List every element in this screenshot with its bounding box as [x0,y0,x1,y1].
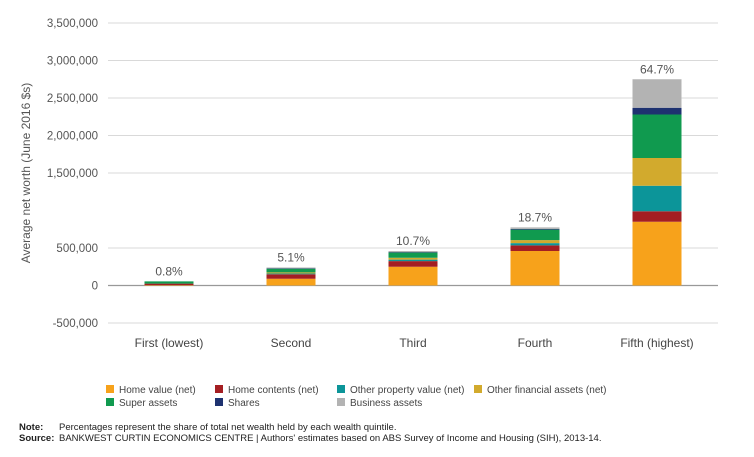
x-category-label: First (lowest) [135,336,204,350]
bar-segment [632,114,682,158]
share-label: 10.7% [396,234,430,248]
legend-label: Business assets [350,398,422,409]
legend-swatch [337,398,345,406]
x-category-label: Second [271,336,312,350]
bar-segment [510,227,560,229]
bar-segment [632,107,682,115]
x-category-label: Fifth (highest) [620,336,693,350]
bar-segment [266,272,316,274]
legend-label: Shares [228,398,260,409]
share-label: 0.8% [155,264,183,278]
legend-label: Super assets [119,398,177,409]
bar-segment [266,278,316,286]
bar-segment [632,158,682,186]
legend-swatch [106,385,114,393]
source-text: BANKWEST CURTIN ECONOMICS CENTRE | Autho… [59,433,602,444]
legend-swatch [474,385,482,393]
y-tick-label: 3,000,000 [47,56,98,68]
y-tick-label: 0 [92,281,98,293]
share-label: 18.7% [518,210,552,224]
bar-segment [266,268,316,269]
share-label: 64.7% [640,62,674,76]
bar-segment [388,261,438,267]
bar-segment [632,79,682,108]
x-category-label: Third [399,336,426,350]
note-key: Note: [19,422,44,433]
bar-segment [144,285,194,286]
bar-segment [388,251,438,253]
note-row: Note: Percentages represent the share of… [19,422,601,433]
legend-swatch [215,398,223,406]
x-category-label: Fourth [518,336,553,350]
bar-segment [266,273,316,275]
note-text: Percentages represent the share of total… [59,422,397,433]
legend-swatch [215,385,223,393]
chart-notes: Note: Percentages represent the share of… [19,422,601,444]
bar-segment [632,221,682,286]
bar-segment [266,274,316,279]
bar-segment [266,267,316,269]
y-tick-label: -500,000 [53,318,98,330]
bar-segment [632,211,682,222]
bar-segment [388,252,438,253]
bar-segment [510,251,560,286]
bar-segment [388,266,438,286]
legend-label: Other property value (net) [350,385,465,396]
bar-segment [388,252,438,258]
bar-segment [388,257,438,260]
legend-swatch [337,385,345,393]
bar-segment [510,228,560,230]
legend-label: Other financial assets (net) [487,385,607,396]
bar-segment [144,281,194,284]
share-label: 5.1% [277,251,305,265]
y-tick-label: 2,500,000 [47,93,98,105]
bar-segment [632,185,682,212]
bar-segment [510,245,560,251]
source-row: Source: BANKWEST CURTIN ECONOMICS CENTRE… [19,433,601,444]
bar-segment [144,283,194,286]
bar-segment [388,259,438,262]
legend-label: Home value (net) [119,385,196,396]
legend-label: Home contents (net) [228,385,319,396]
y-tick-label: 1,500,000 [47,168,98,180]
bar-segment [510,243,560,246]
y-tick-label: 3,500,000 [47,18,98,30]
legend-swatch [106,398,114,406]
y-tick-label: 500,000 [56,243,98,255]
source-key: Source: [19,433,55,444]
bar-segment [510,229,560,241]
y-tick-label: 2,000,000 [47,131,98,143]
y-axis-title: Average net worth (June 2016 $s) [19,83,33,264]
bar-segment [510,240,560,244]
bar-segment [266,268,316,273]
